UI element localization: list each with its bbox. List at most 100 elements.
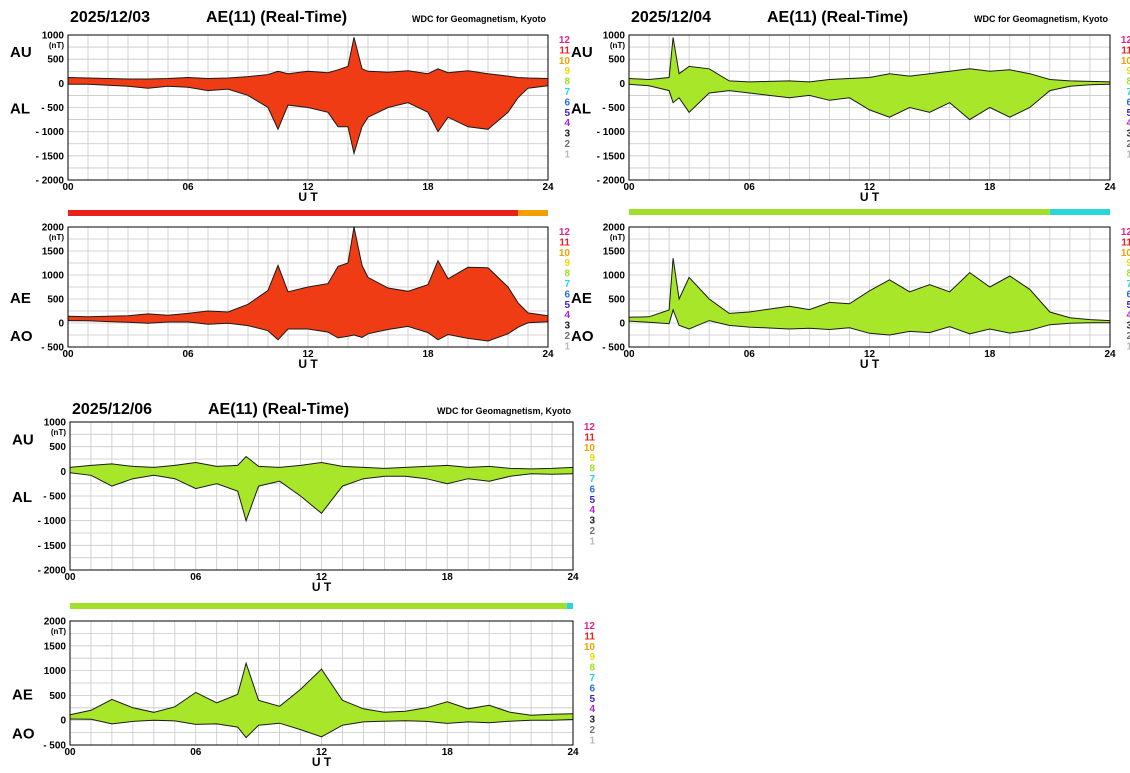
activity-level-label: 7 xyxy=(564,279,570,290)
x-tick-label: 12 xyxy=(864,182,876,193)
activity-level-label: 2 xyxy=(589,725,595,736)
x-tick-label: 06 xyxy=(190,747,202,758)
lower-area-fill xyxy=(68,227,548,341)
activity-level-label: 1 xyxy=(1126,341,1130,352)
x-tick-label: 18 xyxy=(442,747,454,758)
y-tick-label: - 500 xyxy=(41,103,64,114)
activity-level-label: 12 xyxy=(559,35,571,46)
activity-level-label: 7 xyxy=(564,87,570,98)
y-tick-label: 0 xyxy=(619,79,625,90)
upper-area-fill xyxy=(629,37,1110,120)
y-tick-label: - 2000 xyxy=(36,176,65,187)
activity-level-bar-segment xyxy=(518,210,548,216)
y-tick-label: 2000 xyxy=(603,223,626,234)
activity-level-label: 1 xyxy=(564,341,570,352)
series-line-au xyxy=(67,37,549,80)
activity-level-label: 10 xyxy=(559,248,571,259)
x-tick-label: 24 xyxy=(542,182,554,193)
x-axis-title: U T xyxy=(860,357,880,371)
y-tick-label: - 1500 xyxy=(38,541,67,552)
activity-level-label: 1 xyxy=(564,149,570,160)
lower-plot-frame xyxy=(628,226,1111,348)
activity-level-label: 2 xyxy=(564,139,570,150)
x-tick-label: 24 xyxy=(542,349,554,360)
activity-level-label: 4 xyxy=(589,704,595,715)
activity-level-label: 9 xyxy=(589,453,595,464)
activity-level-label: 3 xyxy=(564,321,570,332)
y-tick-label: 0 xyxy=(619,319,625,330)
series-line-ao xyxy=(69,718,574,739)
upper-plot-frame xyxy=(67,34,549,181)
y-unit-label: (nT) xyxy=(49,41,64,50)
activity-level-label: 11 xyxy=(1121,237,1130,248)
y-tick-label: 2000 xyxy=(42,223,65,234)
y-tick-label: 500 xyxy=(608,295,625,306)
y-tick-label: - 500 xyxy=(602,343,625,354)
chart-date: 2025/12/04 xyxy=(631,9,711,26)
x-tick-label: 00 xyxy=(623,349,635,360)
activity-level-label: 8 xyxy=(564,77,570,88)
chart-date: 2025/12/06 xyxy=(72,401,152,418)
activity-level-label: 10 xyxy=(584,642,596,653)
activity-level-label: 5 xyxy=(589,694,595,705)
lower-area-fill xyxy=(629,258,1110,335)
activity-level-label: 1 xyxy=(1126,149,1130,160)
activity-level-label: 4 xyxy=(589,505,595,516)
ae-panel-0: 2025/12/03 AE(11) (Real-Time) WDC for Geom… xyxy=(10,9,570,371)
source-label: WDC for Geomagnetism, Kyoto xyxy=(437,406,572,416)
y-tick-label: 0 xyxy=(58,79,64,90)
activity-level-bar-segment xyxy=(70,603,567,609)
lower-plot-frame xyxy=(69,620,574,746)
y-tick-label: - 1000 xyxy=(597,127,626,138)
series-line-al xyxy=(69,472,574,523)
series-line-ao xyxy=(628,308,1110,336)
activity-level-label: 9 xyxy=(589,652,595,663)
activity-level-label: 12 xyxy=(559,227,571,238)
activity-level-label: 1 xyxy=(589,735,595,746)
y-tick-label: - 1500 xyxy=(597,151,626,162)
x-tick-label: 06 xyxy=(744,182,756,193)
activity-level-label: 2 xyxy=(1126,331,1130,342)
activity-level-label: 2 xyxy=(589,526,595,537)
y-tick-label: - 500 xyxy=(41,343,64,354)
activity-level-label: 5 xyxy=(589,495,595,506)
x-tick-label: 12 xyxy=(302,349,314,360)
upper-area-fill xyxy=(70,456,573,521)
x-tick-label: 00 xyxy=(623,182,635,193)
activity-level-label: 2 xyxy=(1126,139,1130,150)
y-tick-label: - 500 xyxy=(43,741,66,752)
activity-level-label: 12 xyxy=(584,422,596,433)
upper-series-label: AU xyxy=(12,432,34,449)
activity-level-label: 11 xyxy=(1121,45,1130,56)
y-tick-label: 1500 xyxy=(603,247,626,258)
x-tick-label: 06 xyxy=(182,182,194,193)
series-line-au xyxy=(69,455,574,470)
lower-area-fill xyxy=(70,663,573,738)
chart-date: 2025/12/03 xyxy=(70,9,150,26)
activity-level-label: 12 xyxy=(1121,35,1130,46)
x-tick-label: 06 xyxy=(182,349,194,360)
activity-level-label: 5 xyxy=(564,300,570,311)
activity-level-label: 4 xyxy=(1126,310,1130,321)
y-tick-label: 0 xyxy=(60,467,66,478)
activity-level-label: 4 xyxy=(1126,118,1130,129)
activity-level-label: 10 xyxy=(1121,56,1130,67)
upper-plot-frame xyxy=(628,34,1111,181)
activity-level-label: 11 xyxy=(559,45,570,56)
activity-level-label: 10 xyxy=(559,56,571,67)
chart-title: AE(11) (Real-Time) xyxy=(206,9,347,26)
x-tick-label: 24 xyxy=(567,572,579,583)
lower-series-label: AE xyxy=(12,686,33,703)
activity-level-label: 12 xyxy=(584,621,596,632)
activity-level-label: 6 xyxy=(564,97,570,108)
activity-level-bar-segment xyxy=(566,603,573,609)
x-tick-label: 24 xyxy=(1104,182,1116,193)
activity-level-label: 1 xyxy=(589,536,595,547)
y-tick-label: 1000 xyxy=(44,666,67,677)
y-tick-label: 1000 xyxy=(603,271,626,282)
y-tick-label: 0 xyxy=(60,716,66,727)
activity-level-label: 5 xyxy=(564,108,570,119)
upper-series-label: AL xyxy=(571,101,591,118)
x-tick-label: 12 xyxy=(316,747,328,758)
